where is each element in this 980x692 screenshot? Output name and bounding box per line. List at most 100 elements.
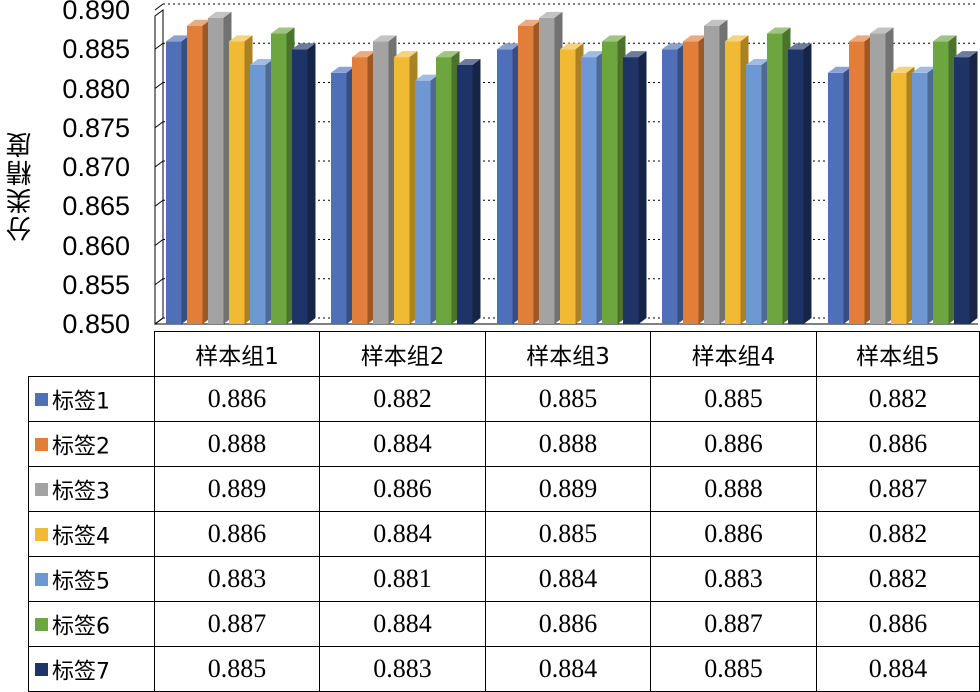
data-label: 0.886 (650, 421, 817, 467)
bar-top (746, 58, 770, 65)
gridline-side (154, 160, 164, 168)
bar-top (704, 19, 728, 26)
bar (373, 35, 397, 325)
bar-top (352, 51, 376, 58)
bar-front (497, 49, 513, 324)
table-row: 标签1 0.886 0.882 0.885 0.885 0.882 (27, 376, 980, 422)
bar-front (292, 49, 308, 324)
bar-top (166, 35, 190, 42)
bar-top (208, 11, 232, 18)
legend-swatch (35, 572, 48, 586)
bar-front (746, 64, 762, 324)
bar (662, 43, 686, 324)
data-label: 0.883 (154, 556, 321, 602)
data-label: 0.883 (319, 646, 487, 692)
legend-entry: 标签1 (27, 376, 156, 422)
bar-front (870, 33, 886, 325)
bar-top (891, 66, 915, 73)
data-label: 0.886 (650, 511, 817, 557)
bar-top (373, 35, 397, 42)
y-tick-label: 0.870 (62, 152, 130, 182)
bar-front (725, 41, 741, 325)
table-header-row: 样本组1 样本组2 样本组3 样本组4 样本组5 (28, 331, 980, 377)
data-label: 0.885 (485, 511, 651, 557)
bar-top (560, 43, 584, 50)
bar-front (331, 72, 347, 324)
gridline-side (154, 199, 164, 207)
data-label: 0.886 (485, 601, 651, 647)
y-tick-label: 0.860 (62, 230, 130, 261)
bar-top (331, 66, 355, 73)
gridline-side (154, 317, 164, 325)
data-label: 0.883 (650, 556, 817, 602)
bar-side (969, 51, 978, 324)
bar (623, 51, 647, 324)
bar-front (373, 41, 389, 325)
bar (415, 74, 439, 325)
bar (229, 35, 253, 325)
data-label: 0.885 (650, 376, 817, 422)
bar-front (271, 33, 287, 325)
bar (166, 35, 190, 325)
bar-front (539, 17, 555, 324)
bar-top (602, 35, 626, 42)
data-label: 0.882 (815, 376, 980, 422)
bar-top (623, 51, 647, 58)
legend-swatch (35, 617, 48, 631)
table-row: 标签2 0.888 0.884 0.888 0.886 0.886 (27, 421, 980, 467)
legend-label: 标签5 (52, 569, 110, 595)
bar (250, 58, 274, 324)
bar-top (662, 43, 686, 50)
bar-front (250, 64, 266, 324)
bar (560, 43, 584, 324)
bar-front (208, 17, 224, 324)
legend-swatch (35, 527, 48, 541)
gridline-side (154, 239, 164, 246)
y-axis-label: 分类精度 (6, 130, 36, 242)
bar (891, 66, 915, 325)
legend-swatch (35, 662, 48, 676)
bar-top (250, 58, 274, 65)
y-tick-label: 0.890 (62, 0, 130, 25)
bar-top (271, 27, 295, 34)
gridline-side (154, 42, 164, 50)
category-label: 样本组1 (154, 331, 321, 377)
data-label: 0.889 (154, 466, 321, 512)
data-label: 0.887 (650, 601, 817, 647)
bar-top (581, 51, 605, 58)
data-label: 0.886 (154, 376, 321, 422)
bar-top (828, 66, 852, 73)
bar-side (307, 43, 316, 324)
bar-top (497, 43, 521, 50)
bar (954, 51, 978, 324)
bar-top (394, 51, 418, 58)
bar (581, 51, 605, 324)
bar-front (891, 72, 907, 324)
data-label: 0.884 (485, 646, 651, 692)
legend-entry: 标签3 (27, 466, 156, 512)
bar-top (187, 19, 211, 26)
category-label: 样本组2 (319, 331, 487, 377)
data-label: 0.888 (485, 421, 651, 467)
bar-front (352, 57, 368, 324)
bar-side (803, 43, 812, 324)
y-tick-label: 0.880 (62, 73, 130, 104)
bar (331, 66, 355, 325)
legend-label: 标签3 (52, 479, 110, 505)
legend-swatch (35, 482, 48, 496)
legend-entry: 标签7 (27, 646, 156, 692)
data-label: 0.888 (650, 466, 817, 512)
bar-side (472, 58, 481, 324)
bar (683, 35, 707, 325)
bar-front (849, 41, 865, 325)
bar-front (933, 41, 949, 325)
bar (602, 35, 626, 325)
bar-top (954, 51, 978, 58)
data-label: 0.885 (650, 646, 817, 692)
table-corner (28, 331, 156, 377)
bar (436, 51, 460, 324)
bar-front (788, 49, 804, 324)
bar-top (457, 58, 481, 65)
data-label: 0.884 (319, 421, 487, 467)
